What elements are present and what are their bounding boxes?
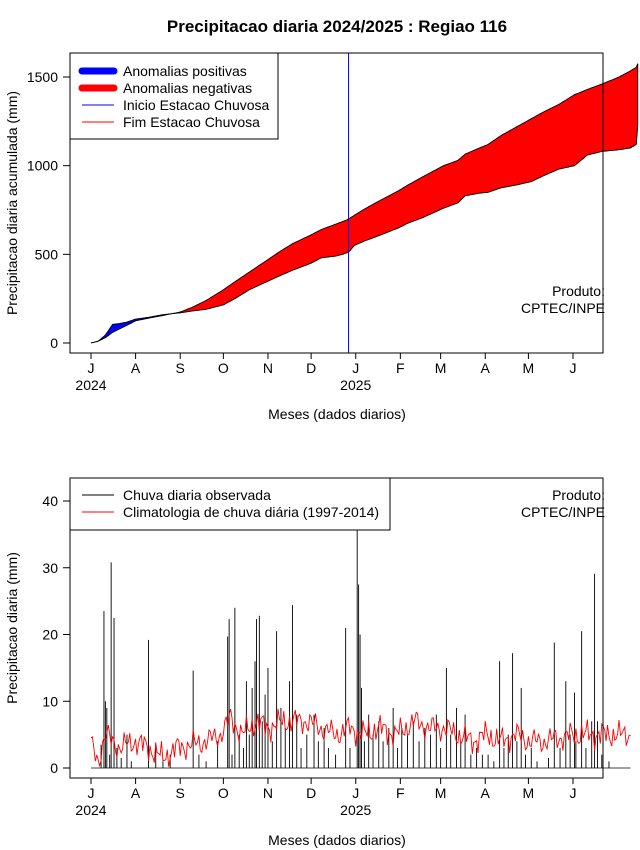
top-legend-box xyxy=(69,52,279,140)
bottom-y-tick-label: 10 xyxy=(42,693,58,709)
top-x-axis-label: Meses (dados diarios) xyxy=(268,406,406,422)
bottom-y-tick-label: 20 xyxy=(42,627,58,643)
bottom-y-axis-label: Precipitacao diaria (mm) xyxy=(4,552,20,704)
bottom-year-label: 2025 xyxy=(340,802,371,818)
bottom-x-tick-label: A xyxy=(131,785,141,801)
observed-cumulative-line xyxy=(90,125,639,344)
bottom-x-tick-label: J xyxy=(570,785,577,801)
top-credit-line2: CPTEC/INPE xyxy=(521,300,605,316)
climatology-line-layer xyxy=(90,708,631,768)
bottom-credit-line1: Produto: xyxy=(552,487,605,503)
top-x-tick-label: S xyxy=(176,360,185,376)
top-legend: Anomalias positivas Anomalias negativas … xyxy=(69,52,279,140)
top-y-tick-label: 0 xyxy=(50,335,58,351)
top-x-tick-label: F xyxy=(396,360,405,376)
bottom-x-tick-label: A xyxy=(481,785,491,801)
legend-rainy-start-label: Inicio Estacao Chuvosa xyxy=(123,97,270,113)
bottom-x-tick-label: M xyxy=(435,785,447,801)
bottom-y-axis: 0 10 20 30 40 xyxy=(42,493,71,776)
top-x-tick-label: M xyxy=(523,360,535,376)
top-x-tick-label: J xyxy=(352,360,359,376)
legend-observed-label: Chuva diaria observada xyxy=(123,487,271,503)
bottom-y-tick-label: 0 xyxy=(50,760,58,776)
negative-anomaly-area xyxy=(173,63,638,314)
bottom-y-tick-label: 40 xyxy=(42,493,58,509)
bottom-x-tick-label: F xyxy=(396,785,405,801)
bottom-legend: Chuva diaria observada Climatologia de c… xyxy=(69,477,391,531)
bottom-x-tick-label: D xyxy=(306,785,316,801)
page-title: Precipitacao diaria 2024/2025 : Regiao 1… xyxy=(167,17,507,36)
cumulative-lines-layer xyxy=(90,53,639,353)
bottom-x-tick-label: J xyxy=(88,785,95,801)
top-x-tick-label: J xyxy=(88,360,95,376)
legend-climatology-label: Climatologia de chuva diária (1997-2014) xyxy=(123,504,379,520)
top-year-label: 2025 xyxy=(340,377,371,393)
bottom-x-tick-label: S xyxy=(176,785,185,801)
bottom-x-tick-label: M xyxy=(523,785,535,801)
legend-negative-label: Anomalias negativas xyxy=(123,80,252,96)
legend-positive-label: Anomalias positivas xyxy=(123,63,247,79)
bottom-x-tick-label: J xyxy=(352,785,359,801)
climatology-daily-line xyxy=(90,708,631,768)
legend-rainy-end-label: Fim Estacao Chuvosa xyxy=(123,114,260,130)
top-x-tick-label: M xyxy=(435,360,447,376)
top-x-tick-label: A xyxy=(481,360,491,376)
top-y-tick-label: 500 xyxy=(35,246,59,262)
top-y-tick-label: 1500 xyxy=(27,69,58,85)
top-x-tick-label: J xyxy=(570,360,577,376)
bottom-legend-box xyxy=(69,477,391,531)
top-x-tick-label: D xyxy=(306,360,316,376)
top-y-axis: 0 500 1000 1500 xyxy=(27,69,71,351)
bottom-x-tick-label: N xyxy=(263,785,273,801)
top-y-tick-label: 1000 xyxy=(27,158,58,174)
top-x-tick-label: O xyxy=(218,360,229,376)
bottom-x-axis-label: Meses (dados diarios) xyxy=(268,832,406,848)
top-year-label: 2024 xyxy=(75,377,106,393)
bottom-year-label: 2024 xyxy=(75,802,106,818)
bottom-credit-line2: CPTEC/INPE xyxy=(521,504,605,520)
bottom-x-tick-label: O xyxy=(218,785,229,801)
bottom-y-tick-label: 30 xyxy=(42,560,58,576)
top-x-tick-label: N xyxy=(263,360,273,376)
climatology-cumulative-line xyxy=(90,63,639,344)
top-credit-line1: Produto: xyxy=(552,283,605,299)
top-y-axis-label: Precipitacao diaria acumulada (mm) xyxy=(4,91,20,315)
anomaly-area-layer xyxy=(91,63,638,343)
top-x-tick-label: A xyxy=(131,360,141,376)
